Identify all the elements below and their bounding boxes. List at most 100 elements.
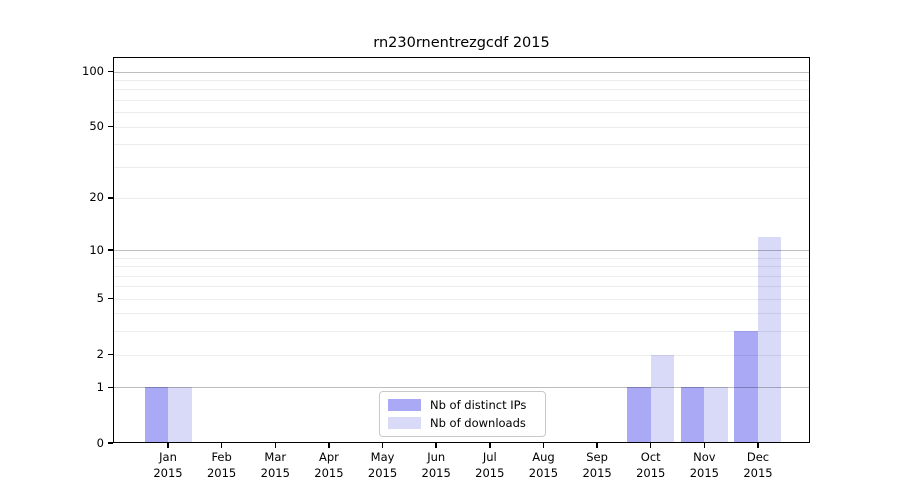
x-tick-month: Feb [211,450,232,464]
gridline-minor [113,354,810,356]
x-tick-year: 2015 [636,466,666,480]
x-tick-label: May 2015 [351,449,415,481]
y-tick-label: 5 [96,291,104,306]
x-tick-label: Nov 2015 [672,449,736,481]
y-axis-tick [108,298,113,300]
gridline-minor [113,197,810,199]
x-tick-month: Aug [532,450,555,464]
y-axis-tick [108,125,113,128]
x-axis-tick [435,443,437,448]
x-axis-tick [703,443,706,448]
y-axis-tick [108,197,113,199]
y-tick-label: 1 [96,379,104,394]
bar-downloads-dec [757,236,782,443]
x-tick-month: Dec [746,450,770,464]
gridline-minor [113,99,810,101]
gridline-minor [113,79,810,81]
y-axis-tick [108,386,113,388]
x-axis-tick [220,443,223,448]
y-axis-tick [108,70,113,73]
legend-swatch-downloads [388,417,421,429]
legend-swatch-distinct-ips [388,399,421,411]
bar-distinct-ips-nov [680,387,705,443]
x-axis-tick [381,443,384,448]
bar-downloads-nov [704,387,728,443]
x-axis-tick [274,443,276,448]
y-tick-label: 50 [89,119,104,134]
x-axis-tick [542,443,545,448]
x-tick-label: Mar 2015 [243,449,307,481]
x-tick-month: Oct [640,450,661,464]
bar-downloads-jan [168,387,192,443]
legend-label-downloads: Nb of downloads [430,416,526,430]
legend: Nb of distinct IPs Nb of downloads [379,391,546,437]
x-tick-year: 2015 [367,466,398,480]
x-tick-label: Feb 2015 [190,449,254,481]
x-tick-label: Jun 2015 [404,449,468,481]
x-tick-year: 2015 [421,466,451,480]
x-tick-year: 2015 [314,466,344,480]
x-tick-label: Jan 2015 [136,449,200,481]
x-tick-year: 2015 [260,466,290,480]
x-tick-month: Jul [482,450,497,464]
chart-title: rn230rnentrezgcdf 2015 [373,35,550,51]
x-tick-month: Mar [264,450,287,464]
x-tick-label: Oct 2015 [619,449,683,481]
x-tick-label: Dec 2015 [726,449,790,481]
x-tick-year: 2015 [582,466,612,480]
x-tick-label: Aug 2015 [511,449,575,481]
x-tick-month: Sep [586,450,608,464]
gridline-major [113,387,810,389]
y-tick-label: 2 [96,347,104,362]
gridline-minor [113,166,810,168]
x-tick-month: Apr [318,450,339,464]
y-axis-tick [108,442,113,444]
y-tick-label: 100 [82,64,104,79]
y-tick-label: 10 [89,242,104,257]
legend-item-distinct-ips: Nb of distinct IPs [388,397,537,413]
y-axis-tick [108,249,113,251]
y-tick-label: 20 [89,190,104,205]
gridline-minor [113,144,810,146]
bar-distinct-ips-oct [627,387,651,443]
gridline-minor [113,89,810,91]
bar-downloads-oct [650,354,675,443]
x-axis-tick [596,443,598,448]
bar-distinct-ips-jan [144,387,168,443]
x-tick-month: Jun [427,450,446,464]
y-tick-label: 0 [96,435,104,450]
gridline-minor [113,266,810,268]
x-tick-month: May [370,450,395,464]
x-axis-tick [489,443,491,448]
gridline-major [113,71,810,73]
x-tick-year: 2015 [153,466,183,480]
x-tick-label: Sep 2015 [565,449,629,481]
gridline-minor [113,331,810,333]
x-axis-tick [328,443,330,448]
gridline-minor [113,275,810,277]
gridline-minor [113,313,810,315]
gridline-minor [113,126,810,128]
gridline-minor [113,112,810,114]
x-axis-tick [167,443,169,448]
x-tick-year: 2015 [475,466,505,480]
gridline-minor [113,286,810,288]
x-tick-year: 2015 [689,466,719,480]
x-axis-tick [650,443,652,448]
gridline-minor [113,257,810,259]
plot-area [113,57,810,443]
y-axis-tick [108,353,113,356]
gridline-minor [113,298,810,300]
legend-item-downloads: Nb of downloads [388,415,537,431]
x-tick-year: 2015 [743,466,773,480]
x-axis-tick [757,443,759,448]
x-tick-label: Jul 2015 [458,449,522,481]
x-tick-year: 2015 [528,466,559,480]
gridline-major [113,250,810,251]
x-tick-month: Nov [693,450,716,464]
x-tick-month: Jan [159,450,177,464]
x-tick-year: 2015 [206,466,237,480]
x-tick-label: Apr 2015 [297,449,361,481]
legend-label-distinct-ips: Nb of distinct IPs [430,398,527,412]
